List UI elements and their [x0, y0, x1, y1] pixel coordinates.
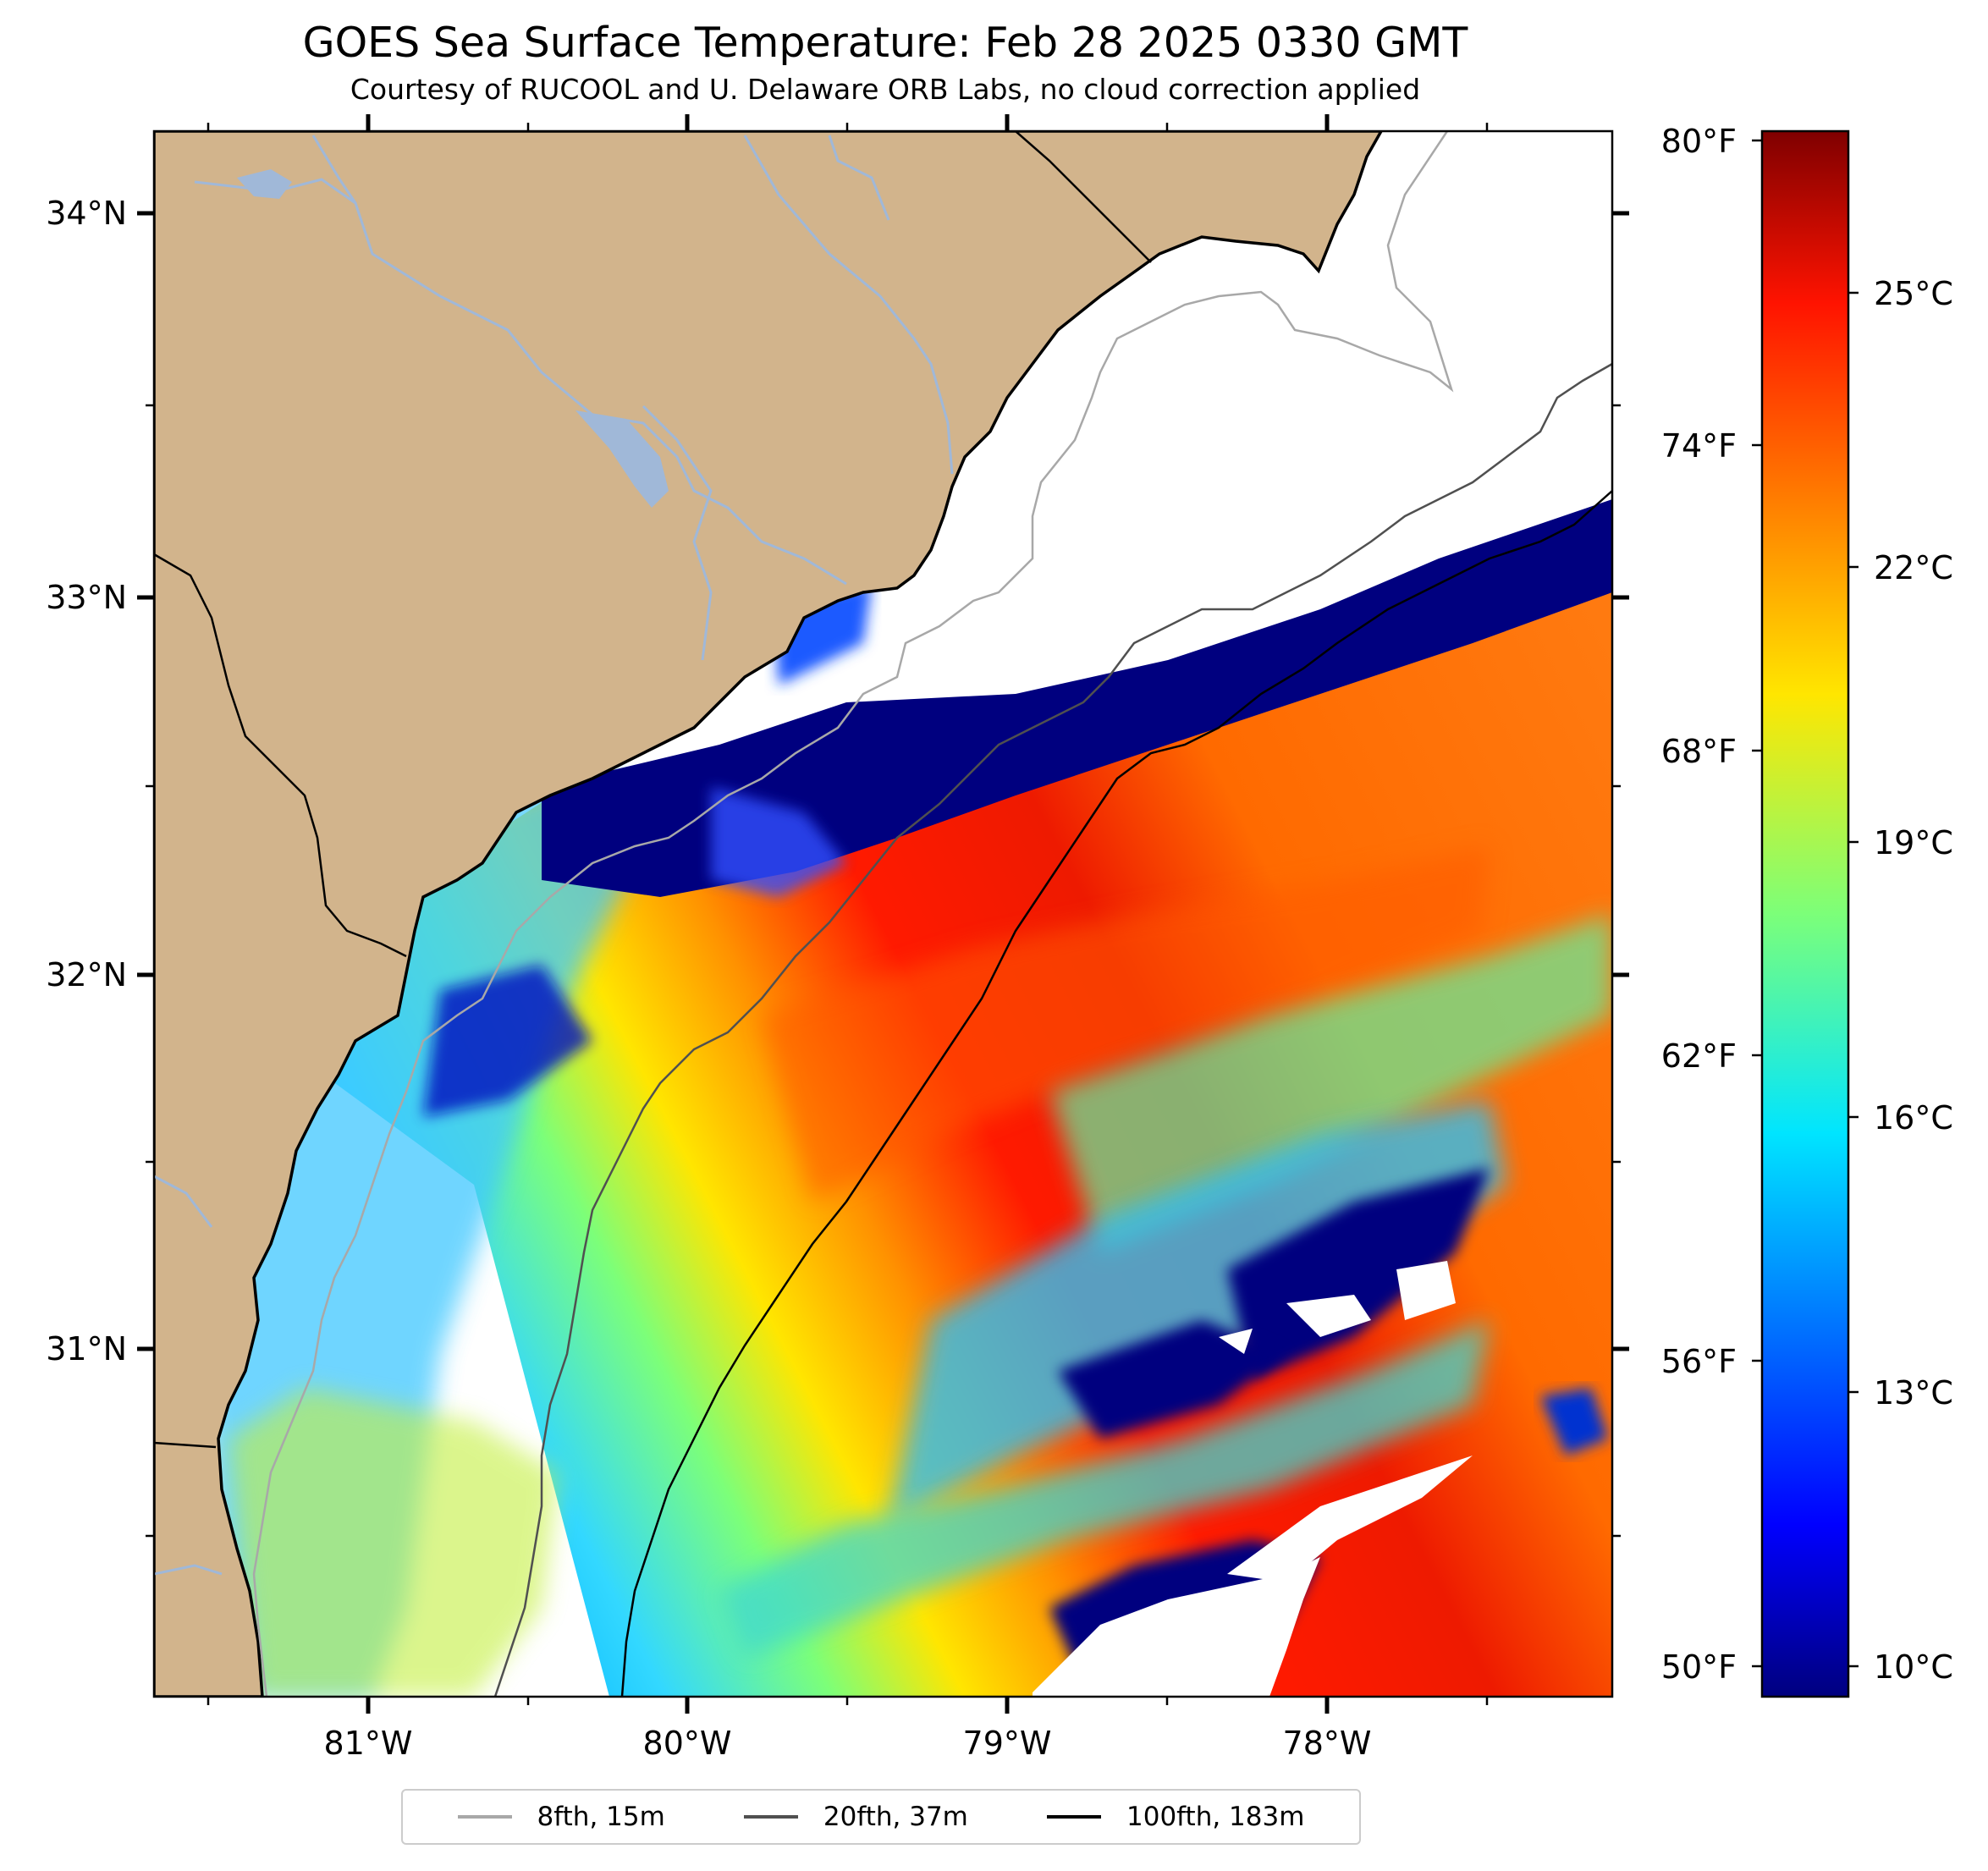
isobath-100fth	[620, 490, 1612, 1697]
colorbar-celsius-label: 22°C	[1874, 549, 1953, 586]
legend-label: 20fth, 37m	[823, 1802, 968, 1832]
lat-label-31n: 31°N	[46, 1330, 127, 1367]
cloud-mask-holes	[1033, 1261, 1473, 1697]
lat-label-33n: 33°N	[46, 579, 127, 616]
map-subtitle: Courtesy of RUCOOL and U. Delaware ORB L…	[350, 73, 1421, 106]
legend-entry-8fth: 8fth, 15m	[457, 1802, 665, 1832]
lon-label-80w: 80°W	[643, 1725, 732, 1762]
rivers	[154, 135, 954, 1576]
axis-ticks	[137, 114, 1629, 1714]
colorbar-ticks	[1752, 139, 1859, 1668]
legend-label: 100fth, 183m	[1126, 1802, 1305, 1832]
lon-label-78w: 78°W	[1283, 1725, 1372, 1762]
isobath-20fth	[493, 362, 1612, 1697]
lon-label-79w: 79°W	[963, 1725, 1052, 1762]
land	[154, 131, 1384, 1697]
colorbar-fahrenheit-label: 62°F	[1661, 1037, 1737, 1075]
isobath-legend: 8fth, 15m 20fth, 37m 100fth, 183m	[401, 1789, 1361, 1845]
lat-label-32n: 32°N	[46, 956, 127, 993]
colorbar-fahrenheit-label: 68°F	[1661, 733, 1737, 770]
isobath-8fth	[252, 131, 1454, 1697]
colorbar-fahrenheit-label: 74°F	[1661, 427, 1737, 465]
colorbar-celsius-label: 25°C	[1874, 275, 1953, 312]
colorbar-celsius-label: 10°C	[1874, 1648, 1953, 1686]
legend-line-icon	[1047, 1815, 1101, 1819]
colorbar-fahrenheit-label: 80°F	[1661, 123, 1737, 160]
colorbar	[1760, 129, 1850, 1698]
state-borders	[154, 131, 1152, 1449]
colorbar-celsius-label: 19°C	[1874, 824, 1953, 861]
legend-label: 8fth, 15m	[537, 1802, 665, 1832]
colorbar-celsius-label: 16°C	[1874, 1099, 1953, 1136]
reservoir	[237, 169, 292, 199]
legend-line-icon	[457, 1815, 512, 1819]
legend-entry-100fth: 100fth, 183m	[1047, 1802, 1304, 1832]
colorbar-fahrenheit-label: 50°F	[1661, 1648, 1737, 1686]
reservoir	[575, 410, 669, 508]
plot-frame	[152, 129, 1614, 1698]
map-title: GOES Sea Surface Temperature: Feb 28 202…	[302, 19, 1468, 67]
lat-label-34n: 34°N	[46, 195, 127, 232]
legend-entry-20fth: 20fth, 37m	[743, 1802, 968, 1832]
colorbar-fahrenheit-label: 56°F	[1661, 1343, 1737, 1380]
colorbar-celsius-label: 13°C	[1874, 1374, 1953, 1412]
axis-minor-ticks	[146, 123, 1621, 1705]
legend-line-icon	[743, 1815, 798, 1819]
lon-label-81w: 81°W	[324, 1725, 413, 1762]
